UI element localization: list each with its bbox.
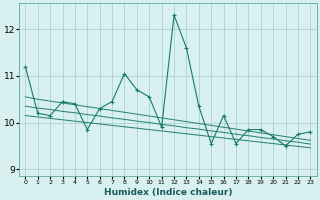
X-axis label: Humidex (Indice chaleur): Humidex (Indice chaleur): [104, 188, 232, 197]
